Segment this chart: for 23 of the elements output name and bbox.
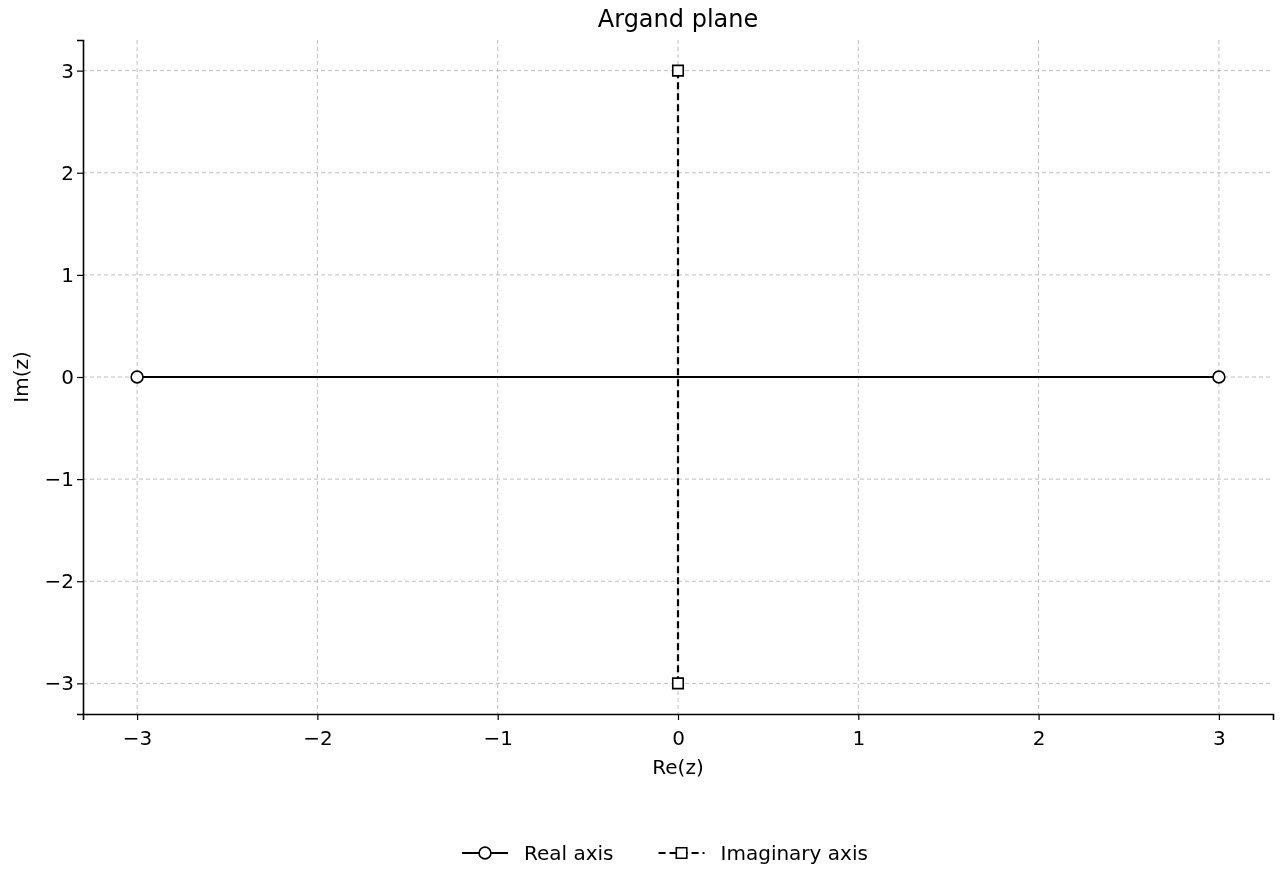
x-axis-title: Re(z): [652, 755, 704, 779]
point: [130, 370, 144, 384]
legend-label: Real axis: [524, 841, 614, 865]
x-tick-label: −3: [122, 726, 153, 750]
x-tick-label: 0: [672, 726, 685, 750]
point: [671, 64, 685, 77]
legend-label: Imaginary axis: [720, 841, 868, 865]
x-tick-label: 3: [1213, 726, 1226, 750]
y-axis-title: Im(z): [9, 351, 33, 403]
point: [1212, 370, 1226, 384]
x-tick-label: −1: [483, 726, 513, 750]
y-tick-label: −3: [44, 671, 74, 696]
y-tick-label: 2: [61, 160, 74, 185]
chart-title: Argand plane: [597, 5, 759, 33]
y-tick-label: −1: [44, 467, 74, 492]
y-tick-label: −2: [44, 569, 74, 594]
y-tick-label: 1: [61, 262, 74, 287]
point: [671, 677, 685, 690]
y-tick-label: 3: [61, 58, 74, 83]
x-tick-label: 1: [852, 726, 866, 750]
x-tick-label: −2: [303, 726, 333, 750]
y-tick-label: 0: [61, 364, 74, 389]
x-tick-label: 2: [1032, 726, 1046, 750]
